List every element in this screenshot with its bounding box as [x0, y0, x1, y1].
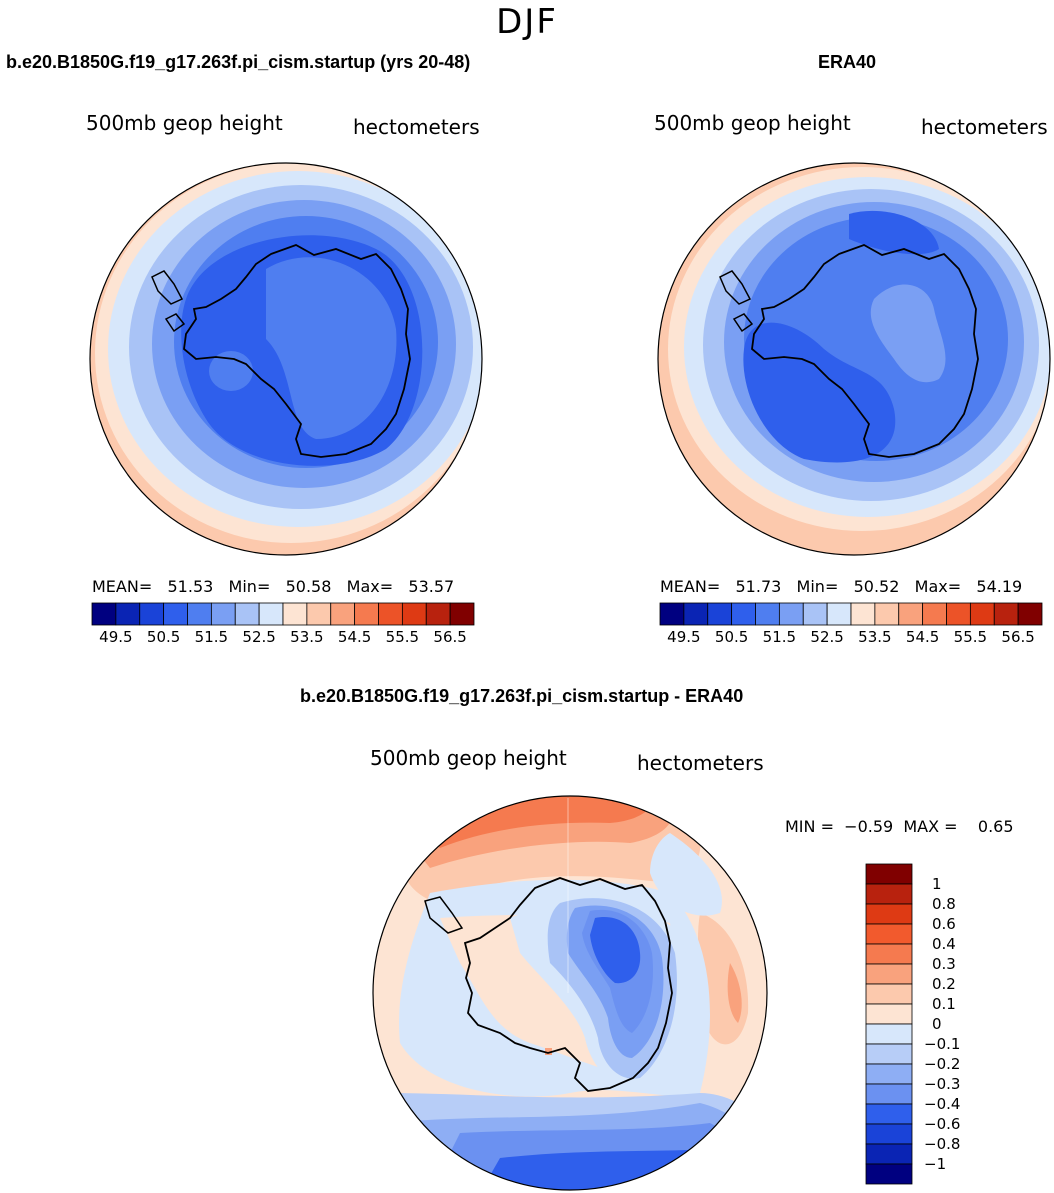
colorbar-tick-label: 52.5: [242, 628, 276, 646]
colorbar-tick-label: 0.1: [932, 995, 956, 1013]
panel-model-stats: MEAN= 51.53 Min= 50.58 Max= 53.57: [92, 577, 455, 596]
colorbar-swatch: [707, 602, 733, 626]
colorbar-swatch: [778, 602, 804, 626]
colorbar-tick-label: 0.2: [932, 975, 956, 993]
colorbar-swatch: [865, 1043, 913, 1065]
colorbar-swatch: [401, 602, 427, 626]
colorbar-swatch: [865, 1143, 913, 1165]
panel-obs-units: hectometers: [921, 115, 1048, 139]
colorbar-swatch: [683, 602, 709, 626]
colorbar-model: [91, 602, 475, 626]
colorbar-tick-label: 1: [932, 875, 942, 893]
colorbar-tick-label: 0: [932, 1015, 942, 1033]
colorbar-swatch: [731, 602, 756, 626]
colorbar-swatch: [865, 883, 913, 905]
colorbar-swatch: [306, 602, 332, 626]
colorbar-tick-label: 49.5: [667, 628, 701, 646]
diff-variable: 500mb geop height: [370, 746, 567, 770]
colorbar-swatch: [865, 1023, 913, 1045]
colorbar-swatch: [115, 602, 141, 626]
panel-obs-variable: 500mb geop height: [654, 111, 851, 135]
colorbar-tick-label: 53.5: [290, 628, 324, 646]
colorbar-swatch: [850, 602, 876, 626]
colorbar-swatch: [993, 602, 1019, 626]
panel-model-units: hectometers: [353, 115, 480, 139]
colorbar-swatch: [865, 903, 913, 925]
panel-obs-stats: MEAN= 51.73 Min= 50.52 Max= 54.19: [660, 577, 1023, 596]
panel-obs-title: ERA40: [818, 52, 877, 72]
colorbar-tick-label: 51.5: [762, 628, 797, 646]
colorbar-swatch: [865, 1163, 913, 1185]
colorbar-swatch: [865, 1063, 913, 1085]
colorbar-tick-label: −0.1: [924, 1035, 961, 1053]
panel-model-title: b.e20.B1850G.f19_g17.263f.pi_cism.startu…: [6, 52, 471, 72]
colorbar-tick-label: −1: [924, 1155, 947, 1173]
colorbar-tick-label: 50.5: [714, 628, 749, 646]
colorbar-tick-label: −0.8: [924, 1135, 961, 1153]
colorbar-tick-label: 0.4: [932, 935, 956, 953]
colorbar-swatch: [659, 602, 685, 626]
colorbar-swatch: [354, 602, 379, 626]
colorbar-tick-label: −0.6: [924, 1115, 961, 1133]
colorbar-swatch: [210, 602, 236, 626]
colorbar-swatch: [865, 943, 913, 965]
colorbar-swatch: [946, 602, 971, 626]
colorbar-swatch: [865, 1123, 913, 1145]
colorbar-swatch: [969, 602, 995, 626]
colorbar-tick-label: 56.5: [433, 628, 467, 646]
colorbar-swatch: [91, 602, 117, 626]
map-obs: [657, 162, 1051, 556]
colorbar-tick-label: 51.5: [194, 628, 229, 646]
colorbar-swatch: [865, 863, 913, 885]
colorbar-swatch: [163, 602, 188, 626]
season-title: DJF: [496, 2, 558, 42]
diff-units: hectometers: [637, 751, 764, 775]
colorbar-swatch: [378, 602, 403, 626]
colorbar-swatch: [139, 602, 165, 626]
panel-model-variable: 500mb geop height: [86, 111, 283, 135]
colorbar-swatch: [865, 923, 913, 945]
colorbar-tick-label: 55.5: [953, 628, 988, 646]
colorbar-tick-label: 50.5: [146, 628, 181, 646]
diff-title: b.e20.B1850G.f19_g17.263f.pi_cism.startu…: [300, 686, 744, 706]
colorbar-difference: [865, 863, 913, 1185]
colorbar-tick-label: 52.5: [810, 628, 844, 646]
colorbar-tick-label: 56.5: [1001, 628, 1035, 646]
colorbar-tick-label: 0.8: [932, 895, 956, 913]
colorbar-swatch: [922, 602, 947, 626]
colorbar-swatch: [865, 1083, 913, 1105]
colorbar-tick-label: −0.4: [924, 1095, 961, 1113]
colorbar-tick-label: 54.5: [337, 628, 372, 646]
colorbar-tick-label: 54.5: [905, 628, 940, 646]
diff-stats: MIN = −0.59 MAX = 0.65: [785, 817, 1014, 836]
colorbar-swatch: [234, 602, 260, 626]
colorbar-swatch: [865, 1003, 913, 1025]
colorbar-tick-label: 0.6: [932, 915, 956, 933]
map-model: [89, 162, 483, 556]
colorbar-swatch: [898, 602, 924, 626]
colorbar-swatch: [425, 602, 451, 626]
colorbar-tick-label: 55.5: [385, 628, 420, 646]
colorbar-swatch: [865, 983, 913, 1005]
colorbar-swatch: [187, 602, 212, 626]
colorbar-swatch: [865, 963, 913, 985]
colorbar-tick-label: −0.3: [924, 1075, 961, 1093]
colorbar-tick-label: 49.5: [99, 628, 133, 646]
colorbar-tick-label: −0.2: [924, 1055, 961, 1073]
colorbar-swatch: [826, 602, 852, 626]
colorbar-swatch: [802, 602, 828, 626]
map-difference: [372, 795, 768, 1191]
colorbar-swatch: [330, 602, 356, 626]
colorbar-swatch: [1017, 602, 1043, 626]
colorbar-swatch: [755, 602, 780, 626]
colorbar-tick-label: 53.5: [858, 628, 892, 646]
colorbar-swatch: [449, 602, 475, 626]
colorbar-tick-label: 0.3: [932, 955, 956, 973]
colorbar-swatch: [865, 1103, 913, 1125]
colorbar-swatch: [282, 602, 308, 626]
colorbar-swatch: [874, 602, 900, 626]
colorbar-swatch: [258, 602, 284, 626]
colorbar-obs: [659, 602, 1043, 626]
